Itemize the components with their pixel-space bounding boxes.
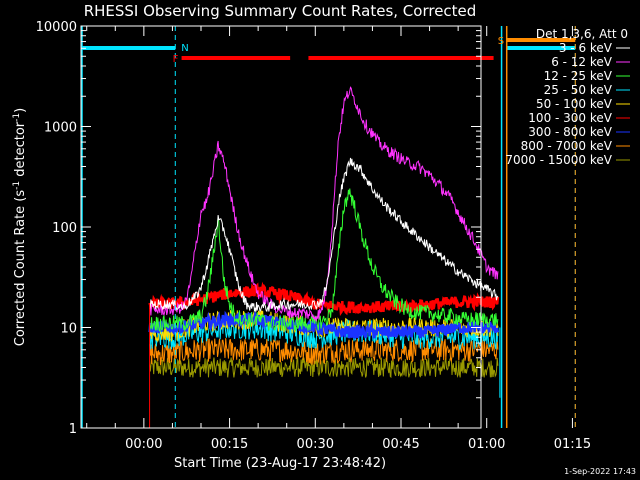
series-line [149,157,499,313]
y-axis: 1 10 100 1000 10000 [36,20,481,437]
series-line [149,188,499,333]
y-tick-label: 1 [69,422,77,437]
saa-flag-label: S [498,36,504,47]
x-axis: 00:00 00:15 00:30 00:45 01:00 01:15 [86,26,591,452]
chart-title: RHESSI Observing Summary Count Rates, Co… [84,2,477,20]
legend-entry-label: 100 - 300 keV [528,111,612,125]
flare-flag-label: F [173,54,179,65]
x-tick-label: 00:30 [297,437,334,452]
x-tick-label: 01:15 [554,437,591,452]
y-axis-label: Corrected Count Rate (s-1 detector-1) [12,108,28,346]
legend-entry-label: 25 - 50 keV [544,83,613,97]
x-tick-label: 00:15 [211,437,248,452]
legend-entry-label: 3 - 6 keV [559,41,613,55]
legend-entry-label: 50 - 100 keV [536,97,613,111]
legend-title: Det 1,3,6, Att 0 [536,27,628,41]
flag-layer: N S F [81,26,576,428]
timestamp: 1-Sep-2022 17:43 [564,467,636,476]
x-tick-label: 00:00 [125,437,162,452]
y-tick-label: 10000 [36,20,77,35]
y-tick-label: 1000 [44,121,77,136]
x-axis-label: Start Time (23-Aug-17 23:48:42) [174,456,386,471]
legend-entry-label: 7000 - 15000 keV [505,153,612,167]
series-line [149,315,499,350]
night-flag-label: N [181,43,188,54]
y-axis-label-mid: detector [13,121,28,181]
x-tick-label: 01:00 [468,437,505,452]
y-axis-label-main: Corrected Count Rate (s [13,190,28,347]
y-axis-label-sup1: -1 [12,181,22,190]
legend-entry-label: 12 - 25 keV [544,69,613,83]
y-tick-label: 10 [60,322,77,337]
y-axis-label-end: ) [13,108,28,113]
x-tick-label: 00:45 [382,437,419,452]
legend-entry-label: 6 - 12 keV [551,55,613,69]
series-line [149,86,499,322]
y-axis-label-sup2: -1 [12,113,22,122]
plot-area [148,86,501,428]
legend-entry-label: 300 - 800 keV [528,125,612,139]
series-line [148,310,500,341]
series-line [149,336,499,366]
legend-entry-label: 800 - 7000 keV [521,139,613,153]
y-tick-label: 100 [52,221,77,236]
